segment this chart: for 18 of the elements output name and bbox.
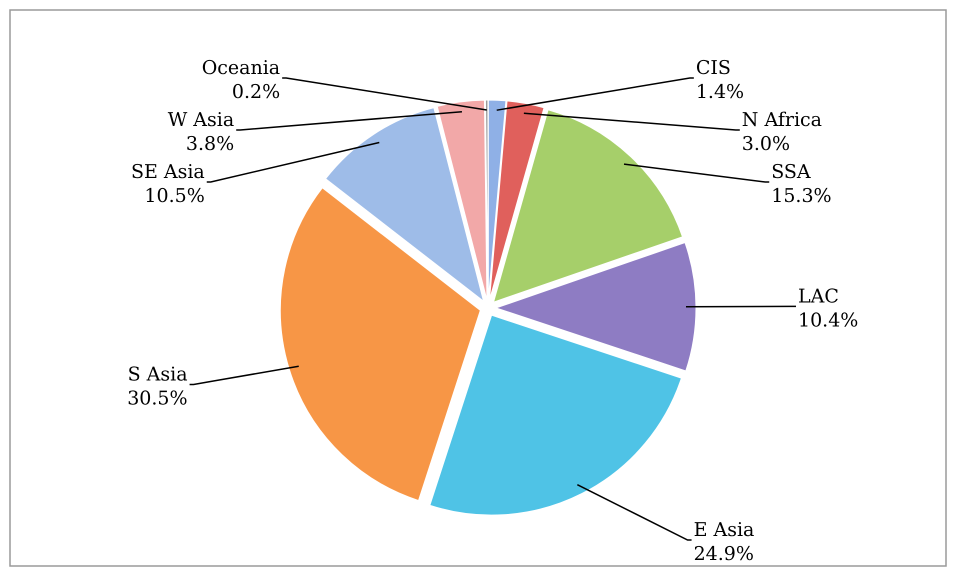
data-label: 3.8% (186, 133, 234, 155)
slice-label: Oceania (202, 57, 280, 79)
slice-label: N Africa (742, 109, 822, 131)
data-label: 10.5% (144, 185, 205, 207)
data-label: 10.4% (798, 309, 858, 332)
slice-label: W Asia (168, 109, 234, 131)
slice-label: LAC (798, 285, 839, 308)
data-label: 24.9% (694, 543, 754, 566)
data-label: 3.0% (742, 133, 790, 155)
data-label: 30.5% (127, 387, 188, 410)
slice-label: SSA (771, 161, 811, 183)
data-label: 15.3% (771, 185, 832, 207)
slice-label: CIS (696, 57, 731, 79)
slice-label: SE Asia (130, 161, 205, 183)
slice-label: E Asia (694, 519, 754, 542)
data-label: 1.4% (696, 81, 744, 103)
data-label: 0.2% (232, 81, 280, 103)
slice-label: S Asia (128, 363, 188, 386)
